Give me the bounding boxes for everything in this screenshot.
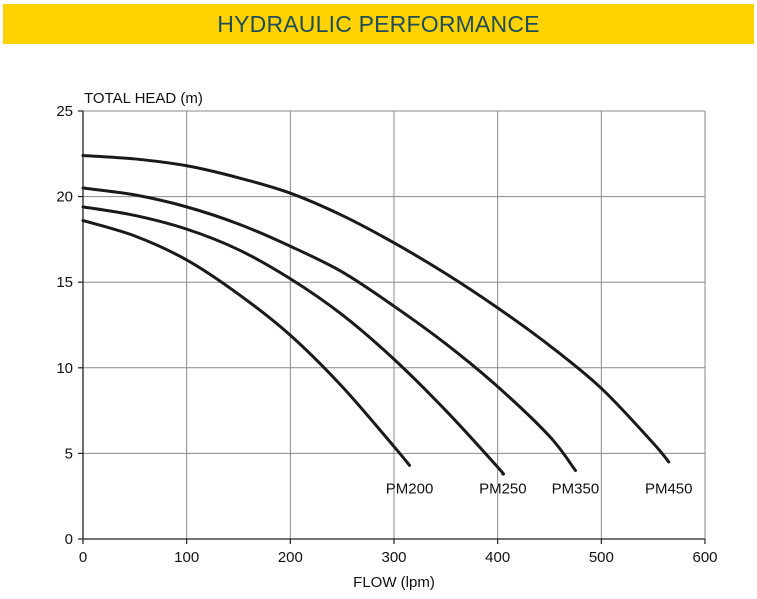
x-tick-label: 300 xyxy=(381,549,406,566)
axes: 0 100 200 300 400 500 600 0 5 10 15 20 25 xyxy=(56,103,717,566)
y-tick-label: 15 xyxy=(56,274,73,291)
series-label-pm350: PM350 xyxy=(552,481,600,498)
x-axis-label: FLOW (lpm) xyxy=(353,574,435,591)
y-tick-label: 0 xyxy=(65,531,73,548)
series-curves xyxy=(81,154,671,476)
y-axis-label: TOTAL HEAD (m) xyxy=(84,90,203,107)
series-label-pm450: PM450 xyxy=(645,481,693,498)
grid xyxy=(83,110,706,539)
x-tick-label: 100 xyxy=(174,549,199,566)
curve-pm450 xyxy=(81,154,671,464)
series-labels: PM200 PM250 PM350 PM450 xyxy=(386,481,693,498)
x-tick-label: 400 xyxy=(485,549,510,566)
y-tick-label: 10 xyxy=(56,360,73,377)
series-label-pm250: PM250 xyxy=(479,481,527,498)
curve-pm200 xyxy=(81,219,412,467)
y-tick-label: 25 xyxy=(56,103,73,120)
y-tick-label: 20 xyxy=(56,189,73,206)
x-tick-label: 0 xyxy=(79,549,87,566)
page-title: HYDRAULIC PERFORMANCE xyxy=(217,10,540,37)
curve-pm350 xyxy=(81,186,577,473)
y-tick-label: 5 xyxy=(65,445,73,462)
title-banner: HYDRAULIC PERFORMANCE xyxy=(3,4,754,44)
x-tick-label: 600 xyxy=(692,549,717,566)
x-tick-label: 200 xyxy=(278,549,303,566)
series-label-pm200: PM200 xyxy=(386,481,434,498)
x-tick-label: 500 xyxy=(589,549,614,566)
curve-pm250 xyxy=(81,205,505,476)
